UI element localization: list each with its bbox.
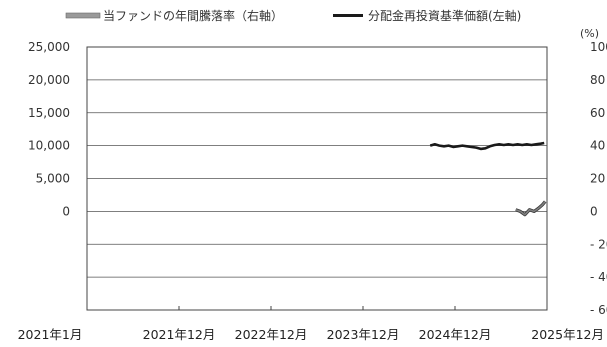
- gridlines: [87, 79, 547, 278]
- right-tick-label: - 20: [590, 237, 607, 251]
- left-tick-label: 10,000: [28, 139, 70, 153]
- left-tick-label: 25,000: [28, 40, 70, 54]
- legend-label-nav: 分配金再投資基準価額(左軸): [368, 8, 521, 23]
- return-line: [515, 200, 546, 216]
- legend: 当ファンドの年間騰落率（右軸） 分配金再投資基準価額(左軸): [65, 8, 521, 23]
- series-reinvested-nav: [429, 141, 545, 151]
- legend-swatch-nav: [333, 14, 363, 17]
- right-tick-label: 0: [590, 204, 598, 218]
- x-tick-label: 2022年12月: [235, 327, 308, 342]
- right-axis-unit: (%): [580, 27, 599, 40]
- right-tick-label: 40: [590, 139, 605, 153]
- right-tick-label: - 40: [590, 270, 607, 284]
- left-tick-label: 5,000: [36, 172, 70, 186]
- right-tick-label: 20: [590, 172, 605, 186]
- right-tick-label: 60: [590, 106, 605, 120]
- x-tick-label: 2024年12月: [419, 327, 492, 342]
- left-tick-label: 15,000: [28, 106, 70, 120]
- right-tick-label: 80: [590, 73, 605, 87]
- x-axis-labels: 2021年1月 2021年12月 2022年12月 2023年12月 2024年12月 2…: [18, 327, 604, 342]
- right-axis-labels: 100 80 60 40 20 0 - 20 - 40 - 60: [590, 40, 607, 317]
- right-tick-label: - 60: [590, 303, 607, 317]
- left-tick-label: 20,000: [28, 73, 70, 87]
- legend-swatch-return: [65, 12, 101, 19]
- x-tick-label: 2023年12月: [327, 327, 400, 342]
- legend-label-return: 当ファンドの年間騰落率（右軸）: [103, 8, 283, 23]
- nav-line: [429, 141, 545, 151]
- left-axis-labels: 25,000 20,000 15,000 10,000 5,000 0: [28, 40, 70, 218]
- x-tick-marks: [178, 306, 456, 310]
- right-tick-label: 100: [590, 40, 607, 54]
- series-annual-return: [515, 200, 547, 217]
- x-tick-label: 2021年1月: [18, 327, 83, 342]
- left-tick-label: 0: [62, 204, 70, 218]
- plot-frame: [86, 46, 548, 311]
- return-line-outline: [515, 200, 547, 217]
- x-tick-label: 2025年12月: [531, 327, 604, 342]
- x-tick-label: 2021年12月: [143, 327, 216, 342]
